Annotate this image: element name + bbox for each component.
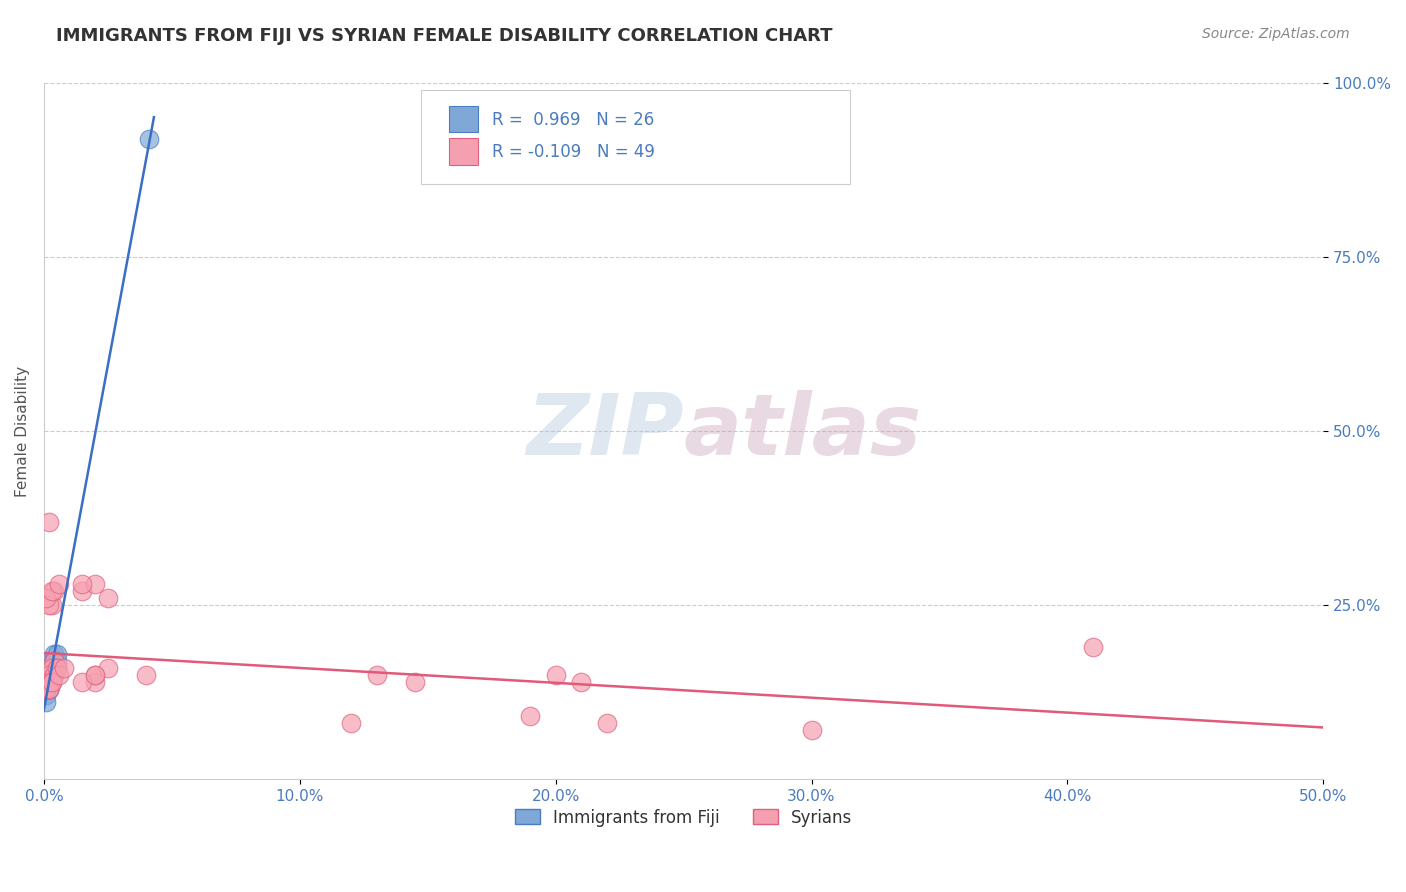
Point (42, 654, 65, 668)
Point (41, 674, 63, 689)
Text: Source: ZipAtlas.com: Source: ZipAtlas.com (1202, 27, 1350, 41)
Point (41, 674, 63, 689)
Point (45, 647, 67, 661)
Point (38, 681, 60, 696)
Point (72, 674, 94, 689)
Point (35, 681, 58, 696)
Point (48, 667, 70, 681)
Point (340, 716, 363, 731)
Point (41, 660, 63, 674)
Point (38, 681, 60, 696)
Point (38, 681, 60, 696)
Text: atlas: atlas (683, 390, 922, 473)
Point (41, 660, 63, 674)
Point (72, 584, 94, 599)
Point (41, 667, 63, 681)
Point (38, 674, 60, 689)
Point (569, 674, 592, 689)
Point (42, 667, 65, 681)
Point (42, 667, 65, 681)
Point (800, 723, 823, 738)
Point (135, 667, 157, 681)
Point (596, 716, 619, 731)
Point (45, 660, 67, 674)
FancyBboxPatch shape (422, 90, 849, 185)
Point (35, 674, 58, 689)
Point (544, 667, 567, 681)
FancyBboxPatch shape (450, 105, 478, 132)
Y-axis label: Female Disability: Female Disability (15, 366, 30, 497)
Point (519, 709, 541, 723)
FancyBboxPatch shape (450, 138, 478, 165)
Point (38, 681, 60, 696)
Point (38, 660, 60, 674)
Point (42, 654, 65, 668)
Point (41, 667, 63, 681)
Point (41, 674, 63, 689)
Point (84, 667, 107, 681)
Point (38, 598, 60, 612)
Point (48, 577, 70, 591)
Point (42, 647, 65, 661)
Point (41, 660, 63, 674)
Point (38, 674, 60, 689)
Point (84, 667, 107, 681)
Point (35, 689, 58, 703)
Point (41, 584, 63, 599)
Text: IMMIGRANTS FROM FIJI VS SYRIAN FEMALE DISABILITY CORRELATION CHART: IMMIGRANTS FROM FIJI VS SYRIAN FEMALE DI… (56, 27, 832, 45)
Point (97, 660, 120, 674)
Text: R = -0.109   N = 49: R = -0.109 N = 49 (492, 144, 655, 161)
Point (366, 667, 388, 681)
Point (35, 591, 58, 606)
Point (1081, 640, 1104, 654)
Point (42, 660, 65, 674)
Point (41, 598, 63, 612)
Point (38, 674, 60, 689)
Point (35, 660, 58, 674)
Point (97, 591, 120, 606)
Point (38, 515, 60, 529)
Point (35, 681, 58, 696)
Point (38, 674, 60, 689)
Point (41, 667, 63, 681)
Point (38, 667, 60, 681)
Point (38, 654, 60, 668)
Point (41, 667, 63, 681)
Point (38, 674, 60, 689)
Legend: Immigrants from Fiji, Syrians: Immigrants from Fiji, Syrians (508, 802, 859, 833)
Point (45, 654, 67, 668)
Point (42, 584, 65, 599)
Point (138, 132, 160, 146)
Point (35, 681, 58, 696)
Text: ZIP: ZIP (526, 390, 683, 473)
Point (45, 660, 67, 674)
Point (38, 681, 60, 696)
Point (35, 674, 58, 689)
Text: R =  0.969   N = 26: R = 0.969 N = 26 (492, 111, 654, 128)
Point (38, 667, 60, 681)
Point (53, 660, 76, 674)
Point (35, 695, 58, 709)
Point (35, 674, 58, 689)
Point (404, 674, 426, 689)
Point (35, 674, 58, 689)
Point (38, 667, 60, 681)
Point (72, 577, 94, 591)
Point (41, 667, 63, 681)
Point (84, 674, 107, 689)
Point (84, 577, 107, 591)
